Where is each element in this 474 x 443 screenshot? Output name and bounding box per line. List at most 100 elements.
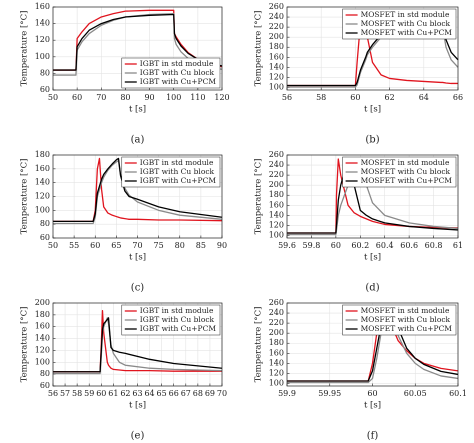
y-tick-label: 120	[269, 368, 284, 377]
y-tick-label: 100	[35, 205, 50, 214]
legend-label: MOSFET with Cu+PCM	[361, 28, 453, 37]
legend-label: MOSFET with Cu+PCM	[361, 176, 453, 185]
plot-frame	[52, 302, 223, 387]
legend-label: IGBT with Cu+PCM	[140, 77, 217, 86]
x-tick-label: 60	[72, 93, 82, 102]
y-tick-label: 220	[269, 170, 284, 179]
y-axis-label: Temperature [°C]	[254, 307, 264, 383]
plot-frame	[286, 302, 459, 387]
x-tick-label: 68	[193, 389, 203, 398]
y-tick-label: 100	[35, 357, 50, 366]
y-tick-label: 160	[35, 322, 50, 331]
x-tick-label: 66	[453, 93, 463, 102]
y-tick-label: 60	[40, 381, 50, 390]
y-tick-label: 220	[269, 318, 284, 327]
y-axis-label: Temperature [°C]	[20, 307, 30, 383]
x-tick-label: 56	[282, 93, 292, 102]
x-tick-label: 60.2	[351, 241, 369, 250]
y-tick-label: 120	[269, 220, 284, 229]
x-tick-label: 60	[331, 241, 341, 250]
x-tick-label: 120	[214, 93, 229, 102]
y-tick-label: 240	[269, 308, 284, 317]
data-line	[287, 158, 459, 234]
plot-frame	[52, 154, 223, 239]
x-tick-label: 67	[181, 389, 191, 398]
x-axis-label: t [s]	[364, 253, 381, 263]
y-tick-label: 160	[269, 200, 284, 209]
legend-label: IGBT in std module	[140, 306, 214, 315]
legend-label: IGBT with Cu+PCM	[140, 176, 217, 185]
x-tick-label: 59.9	[278, 389, 296, 398]
x-tick-label: 75	[154, 241, 164, 250]
x-tick-label: 60.4	[376, 241, 394, 250]
data-line	[53, 13, 223, 71]
x-tick-label: 70	[132, 241, 142, 250]
y-tick-label: 140	[269, 358, 284, 367]
x-tick-label: 60.8	[425, 241, 443, 250]
y-tick-label: 160	[269, 348, 284, 357]
y-axis-label: Temperature [°C]	[254, 11, 264, 87]
legend-label: IGBT with Cu block	[140, 68, 215, 77]
y-tick-label: 160	[35, 2, 50, 11]
legend-label: MOSFET with Cu+PCM	[361, 324, 453, 333]
y-tick-label: 100	[35, 52, 50, 61]
x-tick-label: 60	[367, 389, 377, 398]
y-tick-label: 100	[269, 82, 284, 91]
x-tick-label: 50	[48, 241, 58, 250]
x-tick-label: 62	[385, 93, 395, 102]
y-tick-label: 200	[269, 328, 284, 337]
x-tick-label: 59.6	[278, 241, 296, 250]
legend-box	[342, 156, 457, 188]
x-tick-label: 90	[217, 241, 227, 250]
y-tick-label: 260	[269, 2, 284, 11]
x-axis-label: t [s]	[129, 105, 146, 115]
panel-label: (d)	[365, 283, 379, 294]
x-tick-label: 50	[48, 93, 58, 102]
x-tick-label: 80	[175, 241, 185, 250]
panel-label: (a)	[131, 135, 145, 146]
y-tick-label: 80	[40, 219, 50, 228]
x-tick-label: 70	[217, 389, 227, 398]
x-tick-label: 90	[144, 93, 154, 102]
y-tick-label: 60	[40, 85, 50, 94]
data-line	[287, 10, 458, 87]
legend-label: IGBT in std module	[140, 158, 214, 167]
x-tick-label: 64	[419, 93, 429, 102]
x-tick-label: 64	[144, 389, 154, 398]
x-tick-label: 60.05	[404, 389, 427, 398]
data-line	[53, 317, 223, 373]
x-tick-label: 59.95	[318, 389, 341, 398]
y-tick-label: 160	[35, 164, 50, 173]
plot-frame	[286, 6, 459, 91]
legend-box	[121, 57, 221, 89]
legend-box	[121, 304, 221, 336]
data-line	[53, 157, 223, 223]
data-line	[53, 157, 223, 223]
x-tick-label: 69	[205, 389, 215, 398]
panel-label: (b)	[365, 135, 379, 146]
y-tick-label: 260	[269, 150, 284, 159]
y-tick-label: 100	[269, 378, 284, 387]
legend-label: MOSFET with Cu block	[361, 167, 451, 176]
y-tick-label: 220	[269, 22, 284, 31]
x-tick-label: 62	[120, 389, 130, 398]
y-tick-label: 260	[269, 298, 284, 307]
y-tick-label: 120	[35, 192, 50, 201]
x-tick-label: 61	[108, 389, 118, 398]
panel-label: (e)	[131, 431, 145, 442]
y-tick-label: 180	[35, 150, 50, 159]
legend-box	[342, 8, 457, 40]
y-tick-label: 180	[269, 42, 284, 51]
x-tick-label: 60	[350, 93, 360, 102]
plot-frame	[52, 6, 223, 91]
panel-label: (f)	[367, 431, 379, 442]
